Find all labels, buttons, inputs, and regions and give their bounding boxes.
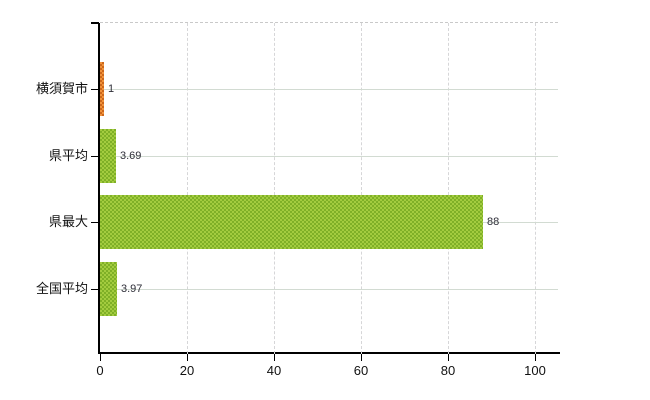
y-axis-tick-4: [91, 289, 99, 290]
v-gridline-80: [448, 23, 449, 354]
x-axis-label-0: 0: [96, 363, 104, 378]
category-label-1: 横須賀市: [35, 81, 88, 96]
category-label-3: 県最大: [48, 214, 88, 229]
category-label-2: 県平均: [48, 148, 88, 163]
v-gridline-20: [187, 23, 188, 354]
x-axis-tick-60: [361, 354, 362, 361]
y-axis-line: [98, 23, 100, 354]
v-gridline-100: [535, 23, 536, 354]
value-label-3: 88: [487, 216, 500, 228]
v-gridline-40: [274, 23, 275, 354]
plot-area: 0 20 40 60 80 100 横須賀市 1 県平均 3.69 県最大 88 全国平均 3.97: [36, 22, 560, 378]
x-axis-label-80: 80: [440, 363, 456, 378]
value-label-1: 1: [108, 83, 115, 95]
x-axis-tick-100: [535, 354, 536, 361]
x-axis-tick-20: [187, 354, 188, 361]
bar-3: [100, 195, 483, 249]
y-axis-tick-1: [91, 89, 99, 90]
x-axis-label-40: 40: [266, 363, 282, 378]
h-gridline-2: [100, 156, 558, 157]
h-gridline-1: [100, 89, 558, 90]
value-label-4: 3.97: [121, 283, 143, 295]
v-gridline-60: [361, 23, 362, 354]
value-label-2: 3.69: [120, 150, 142, 162]
y-axis-tick-3: [91, 222, 99, 223]
y-axis-top-tick: [91, 22, 99, 24]
bar-1: [100, 62, 104, 116]
x-axis-line: [98, 352, 560, 354]
x-axis-label-100: 100: [524, 363, 546, 378]
bar-4: [100, 262, 117, 316]
y-axis-tick-2: [91, 156, 99, 157]
category-label-4: 全国平均: [35, 281, 88, 296]
x-axis-tick-40: [274, 354, 275, 361]
x-axis-label-60: 60: [353, 363, 369, 378]
bar-2: [100, 129, 116, 183]
h-gridline-4: [100, 289, 558, 290]
x-axis-tick-0: [100, 354, 101, 361]
x-axis-tick-80: [448, 354, 449, 361]
x-axis-label-20: 20: [179, 363, 195, 378]
